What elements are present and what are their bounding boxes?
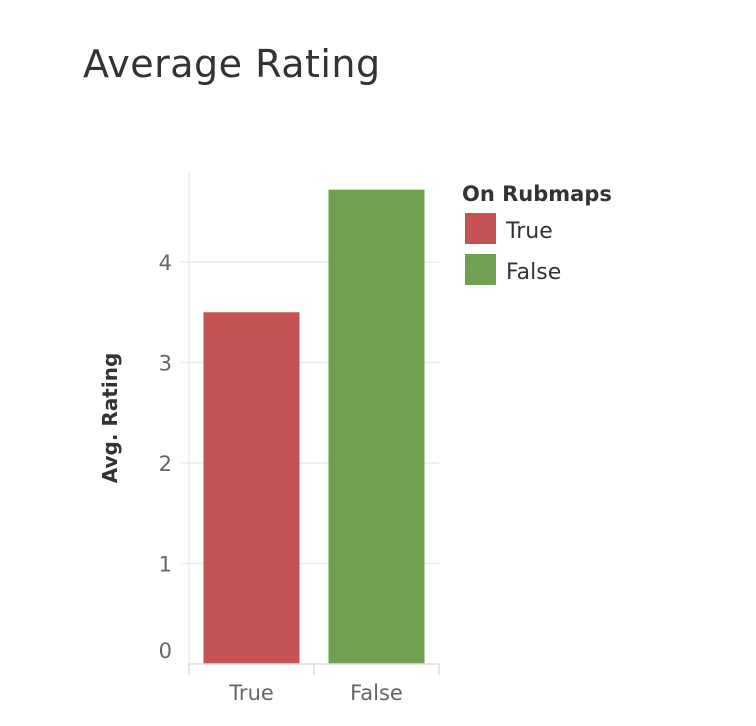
y-tick-label-0: 0 xyxy=(159,639,172,663)
bar-false xyxy=(328,189,425,664)
bars xyxy=(203,189,425,664)
y-tick-label-1: 1 xyxy=(159,553,172,577)
y-axis-title: Avg. Rating xyxy=(98,353,122,484)
y-tick-label-2: 2 xyxy=(159,452,172,476)
y-tick-labels: 0 1 2 3 4 xyxy=(159,251,172,663)
legend-swatch-false xyxy=(465,254,496,285)
chart-title: Average Rating xyxy=(83,42,381,86)
y-tick-label-3: 3 xyxy=(159,352,172,376)
legend-title: On Rubmaps xyxy=(462,182,612,206)
legend-label-false: False xyxy=(506,260,561,285)
x-tick-label-true: True xyxy=(228,681,274,705)
legend: On Rubmaps True False xyxy=(462,182,612,285)
y-tick-label-4: 4 xyxy=(159,251,172,275)
x-axis: True False xyxy=(188,663,440,705)
legend-label-true: True xyxy=(505,219,553,244)
bar-true xyxy=(203,312,300,664)
legend-swatch-true xyxy=(465,213,496,244)
x-tick-label-false: False xyxy=(350,681,403,705)
